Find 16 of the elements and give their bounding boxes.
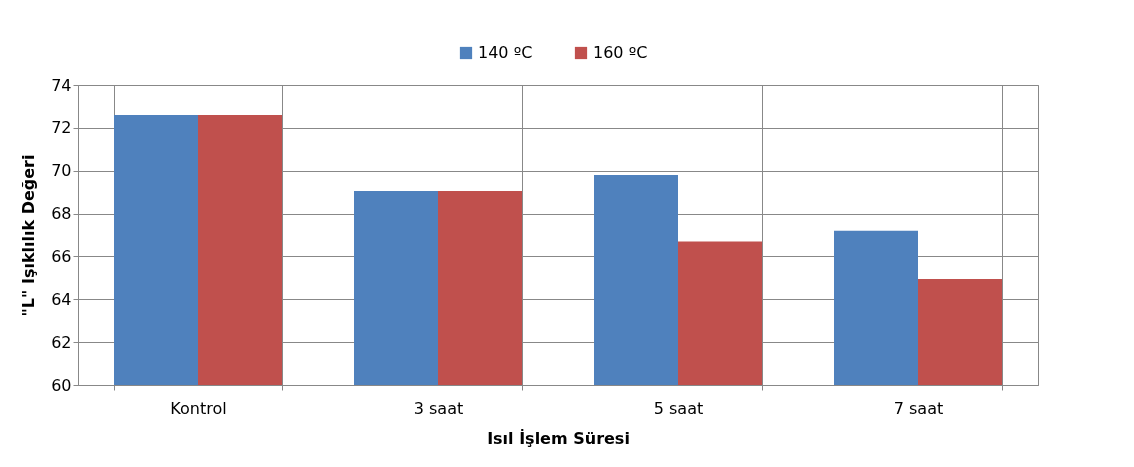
x-tick-label: 7 saat: [893, 398, 944, 418]
y-tick-label: 70: [51, 161, 72, 181]
y-axis-title: "L" Işıklılık Değeri: [19, 154, 39, 317]
y-tick-label: 74: [51, 75, 72, 95]
y-tick-label: 72: [51, 118, 72, 138]
x-tick-label: 3 saat: [413, 398, 464, 418]
y-tick-label: 60: [51, 375, 72, 395]
legend-label: 160 ºC: [593, 43, 648, 62]
y-tick-label: 68: [51, 204, 72, 224]
y-tick-label: 66: [51, 246, 72, 266]
y-tick-label: 62: [51, 332, 72, 352]
x-tick-label: Kontrol: [170, 398, 227, 418]
x-axis-title: Isıl İşlem Süresi: [487, 428, 630, 448]
y-tick-label: 64: [51, 289, 72, 309]
legend-label: 140 ºC: [478, 43, 533, 62]
x-tick-label: 5 saat: [653, 398, 704, 418]
